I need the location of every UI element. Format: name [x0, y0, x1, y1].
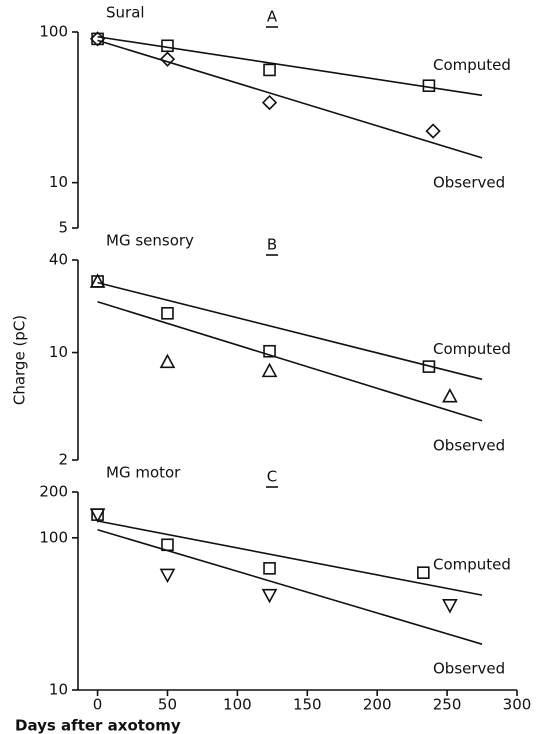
series-label: Computed	[433, 340, 511, 358]
y-axis-label: Charge (pC)	[11, 315, 29, 405]
panel-label: B	[267, 236, 277, 254]
x-tick-label: 250	[433, 696, 462, 714]
y-tick-label: 100	[39, 528, 68, 546]
data-point	[261, 588, 278, 604]
fit-line	[97, 528, 483, 645]
data-point	[159, 353, 176, 369]
panel-label: C	[267, 468, 277, 486]
y-tick-label: 100	[39, 23, 68, 41]
series-label: Observed	[433, 436, 505, 454]
series-label: Computed	[433, 556, 511, 574]
fit-line	[97, 39, 483, 159]
panel-label: A	[267, 8, 278, 26]
data-point	[442, 599, 458, 614]
y-tick-label: 10	[49, 173, 68, 191]
y-tick-label: 10	[49, 343, 68, 361]
x-axis-label: Days after axotomy	[15, 717, 181, 734]
x-tick-label: 50	[158, 696, 177, 714]
panel-title: Sural	[106, 4, 145, 22]
data-point	[263, 344, 276, 358]
data-point	[263, 63, 276, 77]
data-point	[442, 388, 458, 403]
x-tick-label: 150	[293, 696, 322, 714]
data-point	[425, 123, 441, 139]
y-tick-label: 5	[58, 219, 68, 237]
data-point	[159, 568, 176, 584]
data-point	[161, 307, 174, 320]
series-label: Observed	[433, 660, 505, 678]
y-tick-label: 10	[49, 681, 68, 699]
data-point	[161, 39, 174, 53]
data-point	[422, 360, 436, 373]
fit-line	[97, 300, 483, 422]
y-tick-label: 200	[39, 483, 68, 501]
data-point	[89, 273, 106, 288]
panel-title: MG sensory	[106, 232, 194, 250]
data-point	[417, 566, 430, 579]
series-label: Observed	[433, 173, 505, 191]
x-tick-label: 0	[93, 696, 103, 714]
x-tick-label: 200	[363, 696, 392, 714]
series-label: Computed	[433, 56, 511, 74]
data-point	[261, 94, 278, 111]
data-point	[91, 32, 104, 46]
fit-line	[97, 281, 483, 381]
data-point	[422, 79, 436, 93]
y-tick-label: 2	[58, 451, 68, 469]
x-tick-label: 300	[503, 696, 532, 714]
data-point	[89, 31, 106, 47]
panel-title: MG motor	[106, 464, 181, 482]
data-point	[263, 562, 276, 575]
data-point	[261, 362, 278, 378]
data-point	[89, 508, 106, 523]
y-tick-label: 40	[49, 251, 68, 269]
fit-line	[97, 35, 483, 97]
x-tick-label: 100	[223, 696, 252, 714]
fit-line	[97, 520, 483, 596]
data-point	[159, 51, 176, 67]
